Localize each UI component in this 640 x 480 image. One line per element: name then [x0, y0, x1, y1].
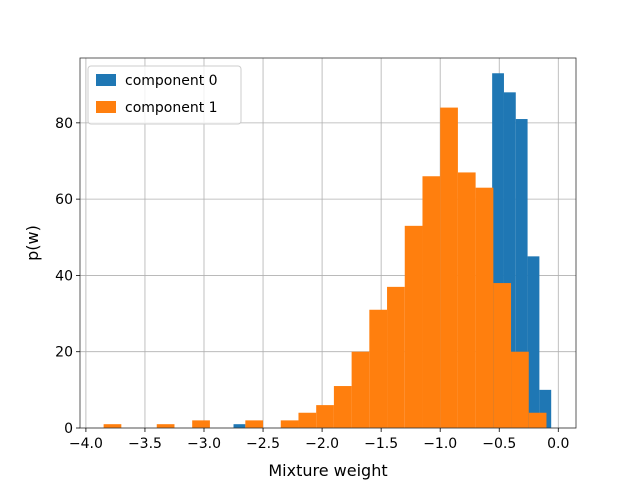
- x-axis-ticks: −4.0 −3.5 −3.0 −2.5 −2.0 −1.5 −1.0 −0.5 0.0: [69, 428, 569, 452]
- y-tick-label: 60: [55, 192, 73, 208]
- bar-component-1-15: [475, 187, 494, 428]
- y-axis-label: p(w): [23, 225, 42, 261]
- x-tick-label: −4.0: [69, 436, 103, 452]
- bar-component-1-0: [103, 424, 122, 428]
- y-tick-label: 80: [55, 116, 73, 132]
- bar-component-1-2: [192, 420, 210, 428]
- bar-component-1-10: [387, 286, 405, 428]
- bar-component-1-6: [316, 405, 334, 428]
- bar-component-0-4: [527, 256, 540, 428]
- x-tick-label: −3.5: [128, 436, 162, 452]
- bar-component-0-2: [503, 92, 516, 428]
- legend-label-1: component 1: [125, 100, 218, 116]
- x-tick-label: −1.0: [423, 436, 457, 452]
- y-tick-label: 40: [55, 268, 73, 284]
- bar-component-1-5: [298, 412, 317, 428]
- bar-component-1-11: [404, 225, 423, 428]
- y-tick-label: 0: [64, 421, 73, 437]
- x-tick-label: 0.0: [547, 436, 569, 452]
- x-tick-label: −3.0: [187, 436, 221, 452]
- bar-component-1-14: [457, 172, 476, 428]
- legend-box: [87, 65, 242, 125]
- plot-frame: [79, 57, 577, 429]
- x-tick-label: −1.5: [364, 436, 398, 452]
- bar-component-1-3: [245, 420, 264, 428]
- bar-component-1-18: [528, 412, 547, 428]
- x-axis-label: Mixture weight: [268, 461, 387, 480]
- bar-component-1-4: [280, 420, 299, 428]
- bar-component-1-9: [369, 309, 388, 428]
- histogram-bars: [103, 73, 552, 429]
- bar-component-1-16: [493, 283, 512, 428]
- legend-label-0: component 0: [125, 73, 218, 89]
- bar-component-1-1: [156, 424, 175, 428]
- x-tick-label: −2.5: [246, 436, 280, 452]
- bar-component-1-12: [422, 176, 441, 428]
- legend-swatch-0: [96, 74, 116, 86]
- legend: component 0 component 1: [87, 65, 242, 125]
- bar-component-0-0: [233, 424, 246, 428]
- bar-component-0-1: [492, 73, 504, 429]
- x-tick-label: −2.0: [305, 436, 339, 452]
- y-tick-label: 20: [55, 345, 73, 361]
- bar-component-0-3: [515, 119, 528, 428]
- bar-component-1-17: [511, 351, 529, 428]
- bar-component-1-8: [351, 351, 370, 428]
- bar-component-1-7: [333, 386, 352, 428]
- y-axis-ticks: 0 20 40 60 80: [55, 116, 80, 437]
- legend-swatch-1: [96, 101, 116, 113]
- bar-component-1-13: [440, 107, 458, 428]
- x-tick-label: −0.5: [482, 436, 516, 452]
- bar-component-0-5: [539, 389, 552, 428]
